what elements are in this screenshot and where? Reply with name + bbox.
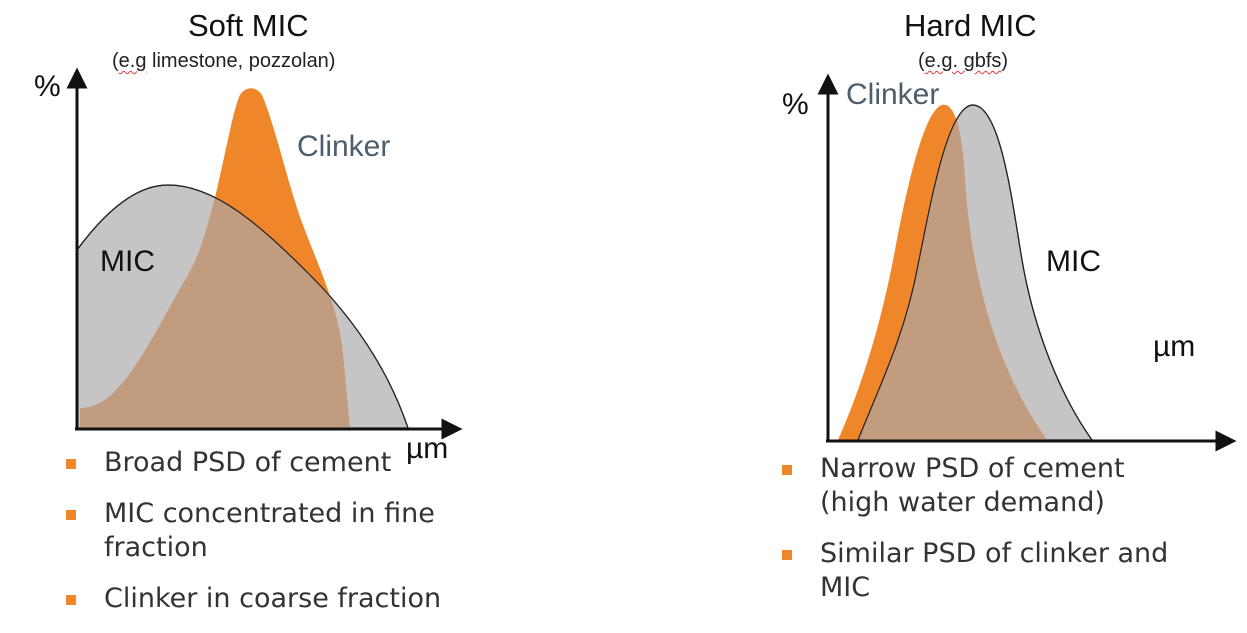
soft-mic-subtitle: (e.g limestone, pozzolan) [112, 50, 335, 73]
hard-mic-subtitle: (e.g. gbfs) [918, 50, 1008, 73]
bullet-text: Broad PSD of cement [104, 447, 392, 478]
soft-mic-subtitle-rest: limestone, pozzolan) [146, 50, 336, 72]
soft-mic-mic-outline [76, 184, 409, 429]
bullet-text: Clinker in coarse fraction [104, 583, 442, 614]
bullet-text: Similar PSD of clinker and MIC [820, 538, 1169, 603]
hard-mic-subtitle-rest: ) [1001, 50, 1009, 72]
hard-mic-bullet-list: Narrow PSD of cement (high water demand)… [782, 452, 1192, 622]
hard-mic-mic-label: MIC [1046, 245, 1101, 278]
list-item: MIC concentrated in fine fraction [66, 497, 546, 565]
hard-mic-plot [817, 73, 1237, 452]
hard-mic-subtitle-prefix: ( [918, 50, 925, 72]
bullet-text: MIC concentrated in fine fraction [104, 498, 435, 563]
bullet-text: Narrow PSD of cement (high water demand) [820, 453, 1125, 518]
soft-mic-x-axis-label: µm [406, 432, 449, 465]
soft-mic-overlap-area [80, 185, 350, 428]
hard-mic-mic-outline [857, 104, 1093, 441]
soft-mic-subtitle-underlined: e.g [118, 50, 147, 72]
hard-mic-subtitle-underlined: e.g. gbfs [924, 50, 1002, 72]
soft-mic-plot [66, 67, 463, 440]
list-item: Narrow PSD of cement (high water demand) [782, 452, 1192, 520]
hard-mic-title: Hard MIC [904, 8, 1037, 43]
hard-mic-clinker-label: Clinker [846, 78, 940, 111]
psd-diagram [66, 67, 1237, 452]
list-item: Clinker in coarse fraction [66, 582, 546, 616]
bullet-square-icon [66, 510, 76, 520]
hard-mic-y-axis-label: % [782, 88, 809, 121]
list-item: Similar PSD of clinker and MIC [782, 537, 1192, 605]
soft-mic-mic-label: MIC [100, 245, 155, 278]
soft-mic-title: Soft MIC [188, 8, 309, 43]
bullet-square-icon [66, 595, 76, 605]
list-item: Broad PSD of cement [66, 446, 546, 480]
soft-mic-bullet-list: Broad PSD of cement MIC concentrated in … [66, 446, 546, 633]
soft-mic-clinker-label: Clinker [297, 130, 391, 163]
soft-mic-y-axis-label: % [34, 70, 61, 103]
soft-mic-subtitle-prefix: ( [112, 50, 119, 72]
bullet-square-icon [66, 459, 76, 469]
bullet-square-icon [782, 465, 792, 475]
hard-mic-x-axis-label: µm [1153, 330, 1196, 363]
bullet-square-icon [782, 550, 792, 560]
